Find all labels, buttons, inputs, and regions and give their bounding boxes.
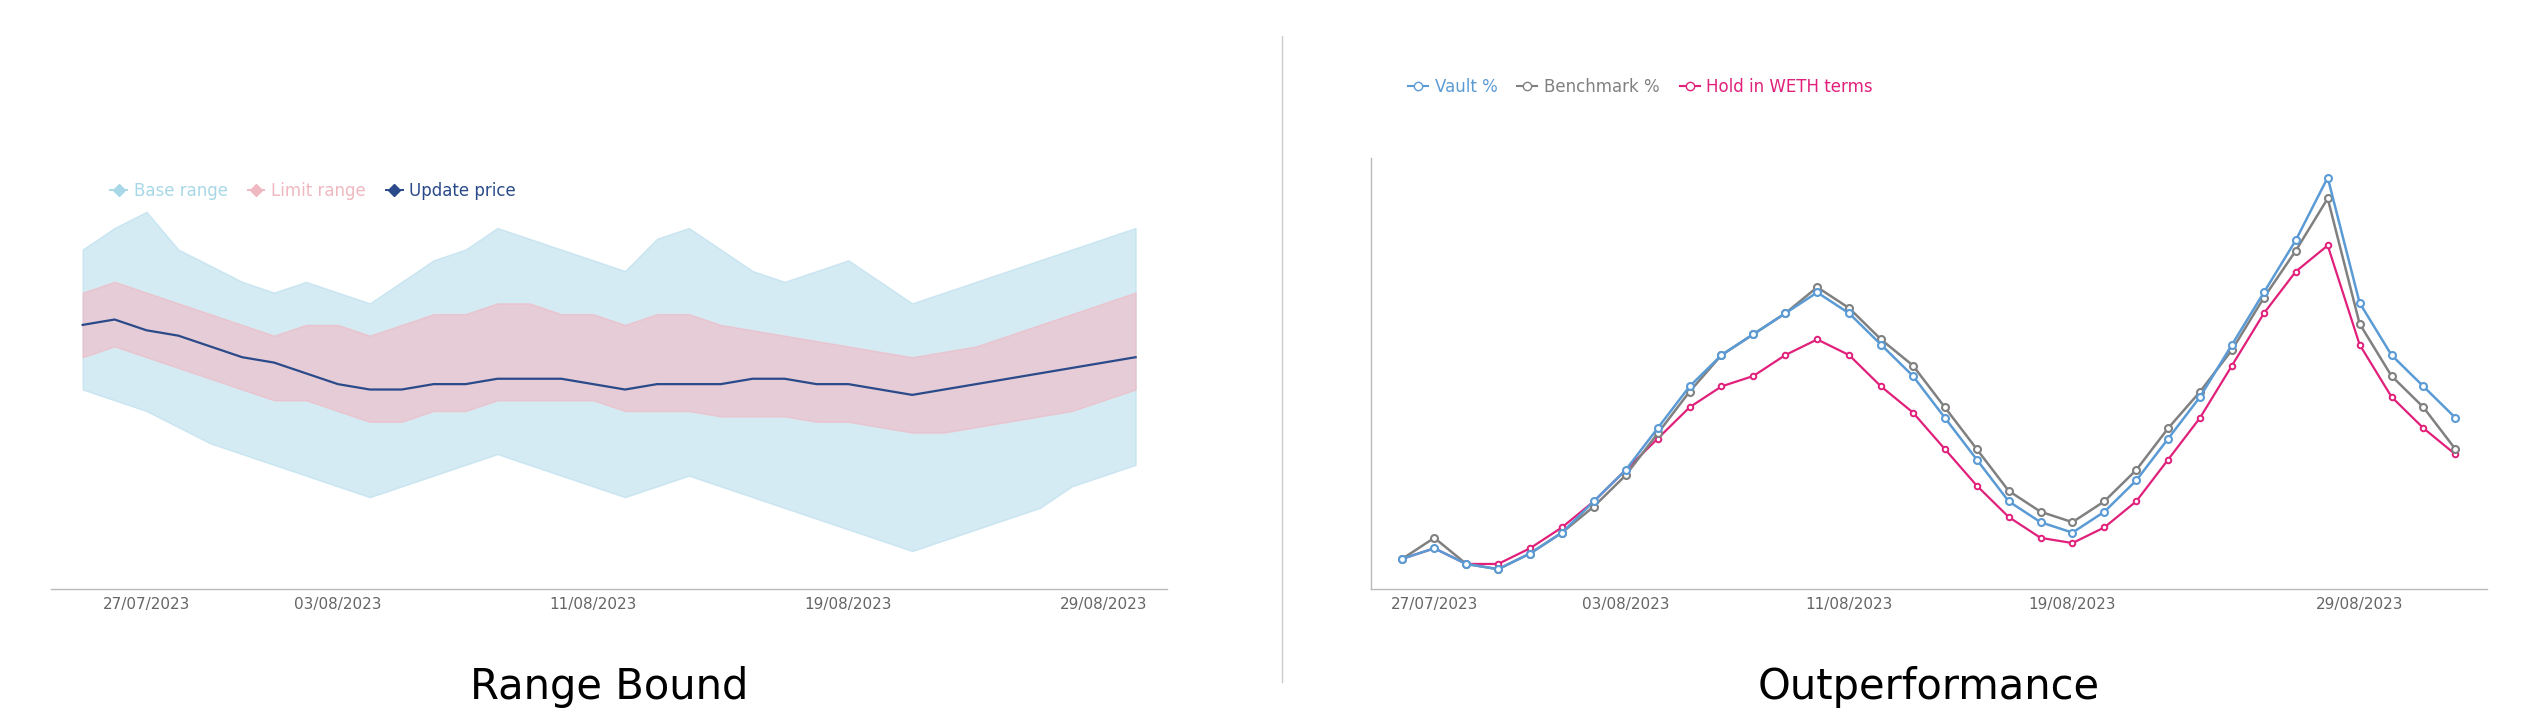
Legend: Vault %, Benchmark %, Hold in WETH terms: Vault %, Benchmark %, Hold in WETH terms [1401,72,1881,103]
Text: Range Bound: Range Bound [470,666,749,708]
Legend: Base range, Limit range, Update price: Base range, Limit range, Update price [104,175,523,206]
Text: Outperformance: Outperformance [1759,666,2099,708]
